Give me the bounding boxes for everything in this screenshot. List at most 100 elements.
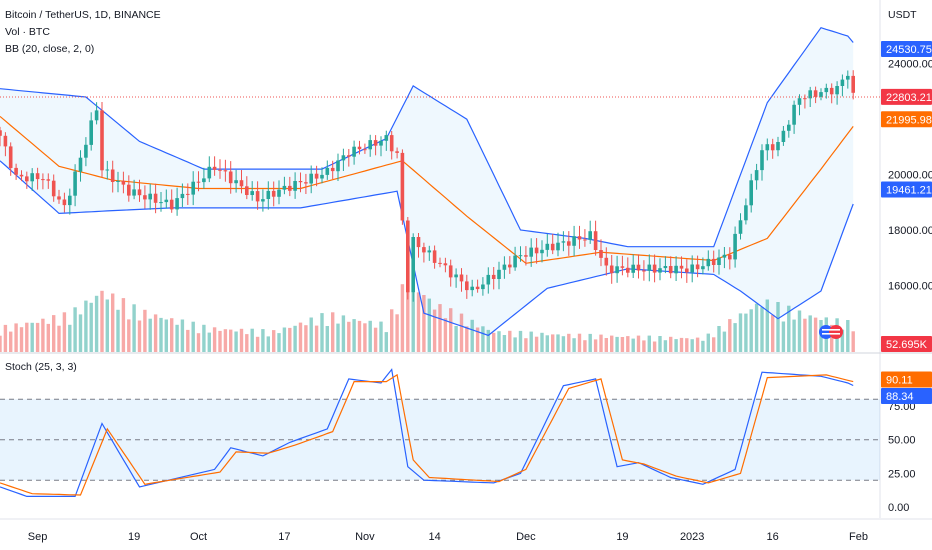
candle	[175, 187, 179, 216]
volume-legend[interactable]: Vol · BTC	[5, 26, 50, 38]
volume-bar	[390, 309, 394, 352]
volume-tag: 52.695K	[881, 336, 932, 352]
candle	[491, 267, 496, 290]
volume-bar	[196, 333, 201, 352]
volume-bar	[679, 337, 684, 352]
volume-bar	[556, 334, 560, 352]
stoch-d-line	[0, 373, 854, 496]
candle	[615, 255, 619, 283]
symbol-legend[interactable]: Bitcoin / TetherUS, 1D, BINANCE	[5, 9, 161, 21]
volume-bar	[787, 305, 791, 352]
candle	[518, 246, 523, 262]
volume-bar	[153, 314, 158, 352]
candle	[62, 192, 67, 213]
price-tag: 19461.21	[881, 181, 932, 198]
candle	[465, 274, 469, 299]
volume-bar	[808, 315, 812, 352]
volume-bar	[379, 321, 383, 352]
volume-bar	[250, 328, 254, 352]
candle	[561, 231, 566, 252]
volume-bar	[282, 327, 287, 352]
volume-bar	[384, 332, 388, 352]
volume-bar	[100, 290, 104, 352]
volume-bar	[443, 318, 448, 352]
candle	[304, 173, 308, 194]
volume-bar	[486, 329, 490, 352]
volume-bar	[89, 302, 93, 352]
volume-bar	[223, 329, 228, 352]
candle	[599, 239, 603, 267]
time-tick: 17	[278, 531, 290, 543]
price-tick: 18000.00	[888, 225, 932, 237]
candle	[497, 261, 501, 290]
volume-bar	[690, 339, 694, 352]
volume-bar	[94, 295, 99, 352]
candle	[620, 255, 625, 276]
volume-bar	[395, 314, 399, 352]
volume-bar	[513, 337, 517, 352]
volume-bar	[9, 331, 13, 352]
volume-bar	[497, 331, 501, 352]
candle	[169, 189, 174, 213]
volume-bar	[636, 335, 641, 352]
candle	[508, 256, 512, 274]
candle	[271, 181, 276, 207]
volume-bar	[352, 319, 356, 352]
volume-bar	[572, 338, 576, 352]
volume-bar	[234, 331, 238, 352]
volume-bar	[277, 333, 281, 352]
candle	[298, 172, 303, 193]
candle	[829, 83, 834, 104]
candle	[223, 159, 228, 182]
candle	[846, 70, 850, 89]
volume-bar	[357, 320, 362, 352]
volume-bar	[261, 329, 265, 352]
stoch-legend[interactable]: Stoch (25, 3, 3)	[5, 361, 77, 373]
volume-bar	[341, 315, 346, 352]
candle	[835, 81, 839, 105]
candle	[529, 238, 533, 267]
volume-bar	[454, 326, 458, 352]
volume-bar	[706, 333, 710, 352]
volume-bar	[792, 319, 796, 352]
candle	[228, 161, 233, 194]
volume-bar	[626, 336, 630, 352]
bb-legend[interactable]: BB (20, close, 2, 0)	[5, 43, 95, 55]
volume-bar	[288, 327, 292, 352]
candle	[153, 183, 158, 214]
candle	[642, 260, 646, 281]
candle	[89, 112, 93, 151]
volume-bar	[229, 329, 233, 352]
candle	[567, 231, 571, 256]
volume-bar	[62, 312, 67, 352]
volume-bar	[733, 323, 737, 352]
volume-bar	[615, 336, 619, 352]
candle	[819, 88, 823, 101]
volume-bar	[255, 336, 260, 352]
volume-bar	[658, 336, 662, 352]
volume-bar	[567, 333, 571, 352]
candle	[186, 183, 190, 205]
candle	[57, 189, 61, 204]
candle	[159, 192, 163, 212]
candle	[583, 229, 587, 247]
volume-bar	[422, 295, 426, 352]
candle	[674, 256, 678, 281]
candle	[14, 163, 18, 180]
volume-bar	[180, 319, 185, 352]
candle	[105, 160, 110, 180]
stoch-tick: 25.00	[888, 468, 916, 480]
volume-bar	[57, 325, 61, 352]
volume-bar	[470, 319, 474, 352]
volume-bar	[685, 338, 689, 352]
candle	[797, 94, 802, 116]
stoch-tag-label: 88.34	[886, 391, 914, 403]
volume-bar	[170, 318, 174, 352]
candle	[132, 179, 136, 200]
volume-bar	[325, 326, 329, 352]
candle	[626, 257, 630, 278]
candle	[481, 277, 485, 296]
candle	[475, 279, 480, 293]
volume-bar	[272, 330, 276, 352]
